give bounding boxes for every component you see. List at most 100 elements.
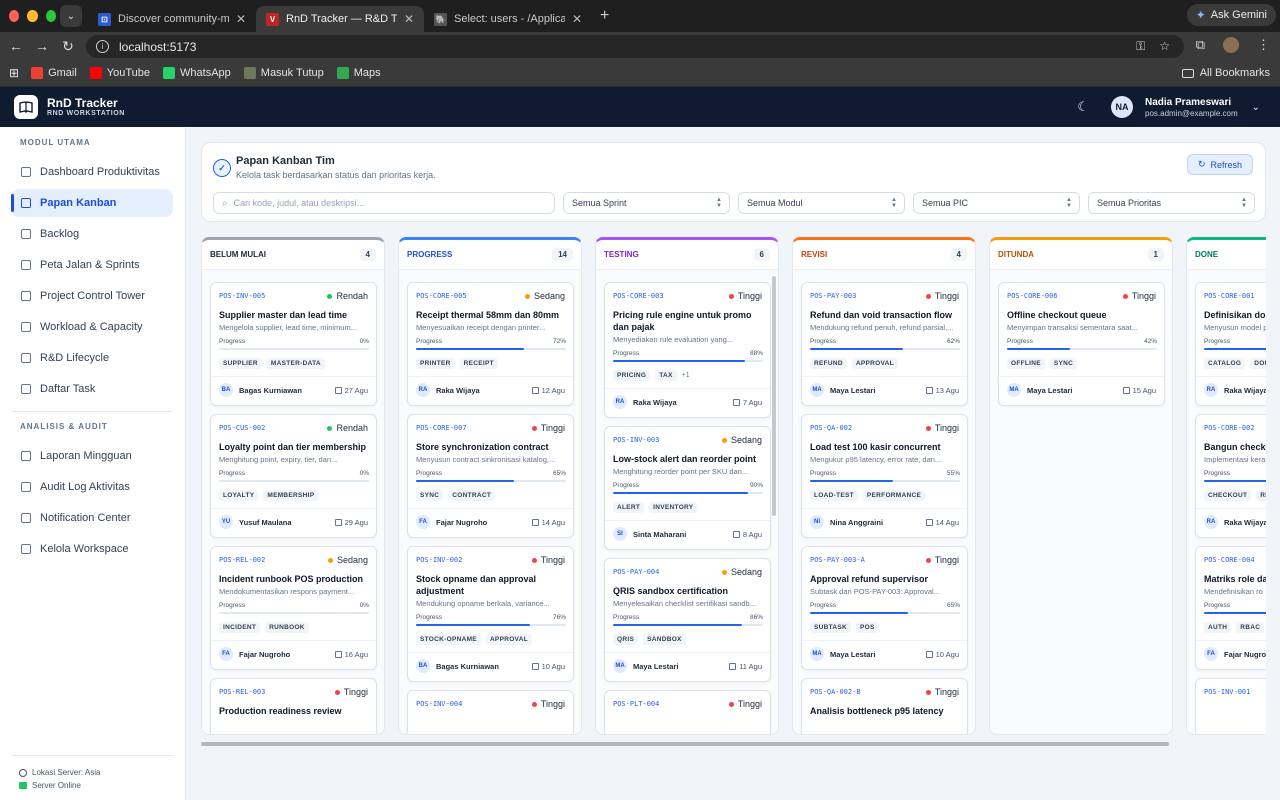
task-card[interactable]: POS-QA-002 Tinggi Load test 100 kasir conc… bbox=[801, 414, 968, 538]
progress-bar-fill bbox=[416, 624, 530, 626]
task-tag: POS bbox=[856, 622, 879, 633]
bookmark-star-icon[interactable]: ☆ bbox=[1159, 39, 1170, 53]
column-header: TESTING 6 bbox=[596, 240, 778, 270]
sidebar-item-audit-log-aktivitas[interactable]: Audit Log Aktivitas bbox=[11, 473, 173, 501]
task-card[interactable]: POS-CORE-007 Tinggi Store synchronization … bbox=[407, 414, 574, 538]
tab-close-icon[interactable]: ✕ bbox=[235, 12, 246, 26]
progress-label: Progress bbox=[1204, 470, 1231, 477]
task-card[interactable]: POS-INV-003 Sedang Low-stock alert dan reo… bbox=[604, 426, 771, 550]
bookmark-item[interactable]: Gmail bbox=[31, 67, 77, 79]
card-divider bbox=[605, 388, 770, 389]
search-input[interactable] bbox=[233, 198, 554, 208]
sidebar-item-notification-center[interactable]: Notification Center bbox=[11, 504, 173, 532]
tab-close-icon[interactable]: ✕ bbox=[571, 12, 582, 26]
task-description: Menyesuaikan receipt dengan printer... bbox=[416, 323, 546, 332]
bookmark-item[interactable]: Masuk Tutup bbox=[243, 67, 324, 79]
filter-select[interactable]: Semua Sprint ▲ ▼ bbox=[563, 192, 730, 214]
apps-grid-icon[interactable]: ⊞ bbox=[9, 66, 20, 80]
browser-menu-kebab-icon[interactable]: ⋮ bbox=[1257, 37, 1270, 52]
task-card[interactable]: POS-PAY-003-A Tinggi Approval refund super… bbox=[801, 546, 968, 670]
all-bookmarks-button[interactable]: All Bookmarks bbox=[1181, 67, 1270, 79]
board-horizontal-scrollbar[interactable] bbox=[201, 742, 1169, 746]
task-card[interactable]: POS-REL-002 Sedang Incident runbook POS pr… bbox=[210, 546, 377, 670]
task-card[interactable]: POS-QA-002-B Tinggi Analisis bottleneck p9… bbox=[801, 678, 968, 734]
maximize-window-button[interactable] bbox=[45, 10, 56, 22]
task-card[interactable]: POS-CORE-004 Matriks role dan Mendefinisik… bbox=[1195, 546, 1266, 670]
filter-select[interactable]: Semua Prioritas ▲ ▼ bbox=[1088, 192, 1255, 214]
app-logo-book-icon[interactable] bbox=[14, 95, 38, 119]
sidebar-item-backlog[interactable]: Backlog bbox=[11, 220, 173, 248]
progress-bar-fill bbox=[1007, 348, 1070, 350]
user-info[interactable]: Nadia Prameswari pos.admin@example.com bbox=[1145, 97, 1238, 118]
task-card[interactable]: POS-REL-003 Tinggi Production readiness re… bbox=[210, 678, 377, 734]
sidebar-item-kelola-workspace[interactable]: Kelola Workspace bbox=[11, 535, 173, 563]
task-title: Pricing rule engine untuk promo dan paja… bbox=[613, 310, 752, 332]
tab-search-chevron-icon[interactable]: ⌄ bbox=[60, 5, 82, 27]
task-card[interactable]: POS-PAY-004 Sedang QRIS sandbox certificat… bbox=[604, 558, 771, 682]
browser-tab[interactable]: 🐘 Select: users - /Applications/ ✕ bbox=[424, 6, 592, 32]
sidebar-item-laporan-mingguan[interactable]: Laporan Mingguan bbox=[11, 442, 173, 470]
forward-arrow-icon[interactable]: → bbox=[35, 38, 49, 54]
task-card[interactable]: POS-CORE-001 Definisikan domain model SKU… bbox=[1195, 282, 1266, 406]
task-card[interactable]: POS-INV-005 Rendah Supplier master dan lea… bbox=[210, 282, 377, 406]
minimize-window-button[interactable] bbox=[27, 10, 38, 22]
new-tab-plus-icon[interactable]: + bbox=[600, 7, 610, 24]
filter-select[interactable]: Semua Modul ▲ ▼ bbox=[738, 192, 905, 214]
task-card[interactable]: POS-CORE-003 Tinggi Pricing rule engine un… bbox=[604, 282, 771, 418]
sidebar-item-daftar-task[interactable]: Daftar Task bbox=[11, 375, 173, 403]
site-info-icon[interactable]: i bbox=[96, 40, 109, 53]
task-card[interactable]: POS-INV-001 bbox=[1195, 678, 1266, 734]
sidebar-item-label: Audit Log Aktivitas bbox=[40, 481, 130, 493]
tab-close-icon[interactable]: ✕ bbox=[403, 12, 414, 26]
password-key-icon[interactable]: ⚿ bbox=[1136, 39, 1146, 53]
priority-dot-icon bbox=[925, 689, 931, 695]
task-card[interactable]: POS-CORE-006 Tinggi Offline checkout queue… bbox=[998, 282, 1165, 406]
bookmark-item[interactable]: YouTube bbox=[89, 67, 150, 79]
priority-dot-icon bbox=[925, 293, 931, 299]
sidebar-item-r-d-lifecycle[interactable]: R&D Lifecycle bbox=[11, 344, 173, 372]
browser-profile-avatar[interactable] bbox=[1223, 37, 1239, 53]
task-card[interactable]: POS-INV-002 Tinggi Stock opname dan approv… bbox=[407, 546, 574, 682]
dark-mode-moon-icon[interactable]: ☾ bbox=[1077, 99, 1089, 114]
task-card[interactable]: POS-INV-004 Tinggi bbox=[407, 690, 574, 734]
sidebar-item-project-control-tower[interactable]: Project Control Tower bbox=[11, 282, 173, 310]
task-card[interactable]: POS-CUS-002 Rendah Loyalty point dan tier … bbox=[210, 414, 377, 538]
sidebar-item-peta-jalan-sprints[interactable]: Peta Jalan & Sprints bbox=[11, 251, 173, 279]
filter-select[interactable]: Semua PIC ▲ ▼ bbox=[913, 192, 1080, 214]
refresh-button[interactable]: ↻ Refresh bbox=[1187, 154, 1253, 175]
gmail-icon bbox=[31, 67, 44, 79]
progress-bar bbox=[219, 480, 369, 482]
address-bar[interactable]: i localhost:5173 ⚿ ☆ bbox=[86, 35, 1184, 58]
browser-tab[interactable]: V RnD Tracker — R&D Task Man ✕ bbox=[256, 6, 424, 32]
priority-badge: Tinggi bbox=[334, 687, 368, 697]
progress-row: Progress 0% bbox=[219, 602, 369, 609]
calendar-icon bbox=[729, 663, 737, 670]
extensions-puzzle-icon[interactable]: ⧉ bbox=[1195, 37, 1205, 52]
progress-bar bbox=[810, 480, 960, 482]
ask-gemini-button[interactable]: ✦ Ask Gemini bbox=[1186, 4, 1276, 26]
task-card[interactable]: POS-PLT-004 Tinggi bbox=[604, 690, 771, 734]
close-window-button[interactable] bbox=[9, 10, 20, 22]
sidebar-item-dashboard-produktivitas[interactable]: Dashboard Produktivitas bbox=[11, 158, 173, 186]
reload-icon[interactable]: ↻ bbox=[62, 37, 74, 54]
browser-tab[interactable]: ⊡ Discover community-made U ✕ bbox=[88, 6, 256, 32]
kanban-column: BELUM MULAI 4 POS-INV-005 Rendah Supplier ma… bbox=[201, 237, 385, 735]
user-avatar[interactable]: NA bbox=[1111, 96, 1133, 118]
task-card[interactable]: POS-CORE-005 Sedang Receipt thermal 58mm d… bbox=[407, 282, 574, 406]
sidebar-item-workload-capacity[interactable]: Workload & Capacity bbox=[11, 313, 173, 341]
task-card[interactable]: POS-PAY-003 Tinggi Refund dan void transac… bbox=[801, 282, 968, 406]
bookmark-item[interactable]: WhatsApp bbox=[163, 67, 231, 79]
column-vertical-scrollbar[interactable] bbox=[772, 276, 776, 516]
search-field[interactable]: ⌕ bbox=[213, 192, 555, 214]
priority-dot-icon bbox=[531, 701, 537, 707]
user-menu-chevron-icon[interactable]: ⌄ bbox=[1251, 101, 1260, 113]
sidebar-item-papan-kanban[interactable]: Papan Kanban bbox=[11, 189, 173, 217]
task-card[interactable]: POS-CORE-002 Bangun checkout Implementasi … bbox=[1195, 414, 1266, 538]
task-code: POS-PAY-004 bbox=[613, 568, 660, 576]
bookmark-item[interactable]: Maps bbox=[336, 67, 381, 79]
back-arrow-icon[interactable]: ← bbox=[9, 38, 23, 54]
sidebar-item-label: Dashboard Produktivitas bbox=[40, 166, 160, 178]
kanban-board: BELUM MULAI 4 POS-INV-005 Rendah Supplier ma… bbox=[201, 237, 1266, 737]
task-tag: CHECKOUT bbox=[1204, 490, 1252, 501]
task-code: POS-INV-002 bbox=[416, 556, 463, 564]
